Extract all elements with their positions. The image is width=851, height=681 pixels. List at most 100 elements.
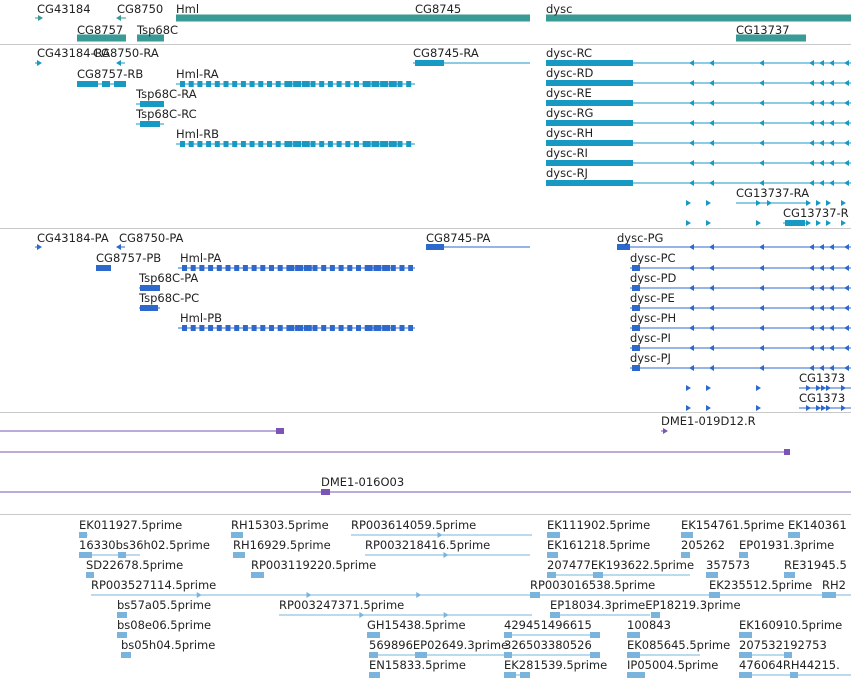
feature-label[interactable]: RP003247371.5prime [279,598,405,612]
est-feature[interactable] [739,672,851,678]
protein-feature[interactable] [686,385,851,391]
feature-label[interactable]: 429451496615 [504,618,592,632]
feature-label[interactable]: RP003614059.5prime [351,518,477,532]
gene-feature[interactable] [137,34,164,42]
feature-label[interactable]: Hml-RB [176,127,220,141]
protein-feature[interactable] [96,265,111,271]
feature-label[interactable]: dysc-PC [630,251,676,265]
protein-feature[interactable] [630,265,851,271]
feature-label[interactable]: Tsp68C-PC [139,291,200,305]
transcript-feature[interactable] [546,120,851,126]
feature-label[interactable]: dysc-RG [546,106,594,120]
protein-feature[interactable] [426,244,530,250]
gene-feature[interactable] [35,15,43,21]
feature-label[interactable]: dysc-PH [630,311,677,325]
feature-label[interactable]: dysc-RH [546,126,594,140]
est-feature[interactable] [365,552,530,558]
feature-label[interactable]: 326503380526 [504,638,592,652]
feature-label[interactable]: dysc-PE [630,291,675,305]
feature-label[interactable]: CG8745-RA [413,46,479,60]
feature-label[interactable]: RP003119220.5prime [251,558,377,572]
est-feature[interactable] [79,552,140,558]
feature-label[interactable]: EK111902.5prime [547,518,651,532]
est-feature[interactable] [369,672,380,678]
feature-label[interactable]: RH15303.5prime [231,518,329,532]
feature-label[interactable]: CG8757-PB [96,251,162,265]
feature-label[interactable]: CG43184-PA [37,231,109,245]
transcript-feature[interactable] [546,140,851,146]
feature-label[interactable]: 569896EP02649.3prime [369,638,509,652]
est-feature[interactable] [351,532,532,538]
feature-label[interactable]: CG8745-PA [426,231,491,245]
feature-label[interactable]: CG43184 [37,2,91,16]
feature-label[interactable]: bs57a05.5prime [117,598,212,612]
est-feature[interactable] [547,572,690,578]
feature-label[interactable]: DME1-016O03 [321,475,405,489]
feature-label[interactable]: RP003218416.5prime [365,538,491,552]
clone-feature[interactable] [0,489,851,495]
est-feature[interactable] [547,532,560,538]
protein-feature[interactable] [178,265,415,271]
protein-feature[interactable] [139,285,160,291]
feature-label[interactable]: RH16929.5prime [233,538,331,552]
protein-feature[interactable] [630,345,851,351]
transcript-feature[interactable] [35,60,42,66]
feature-label[interactable]: dysc-PG [617,231,664,245]
protein-feature[interactable] [630,325,851,331]
est-feature[interactable] [627,672,645,678]
feature-label[interactable]: Hml [176,2,200,16]
feature-label[interactable]: CG13737-R [783,206,849,220]
feature-label[interactable]: dysc [546,2,573,16]
feature-label[interactable]: EK011927.5prime [79,518,183,532]
est-feature[interactable] [369,652,515,658]
est-feature[interactable] [251,572,264,578]
est-feature[interactable] [530,592,851,598]
feature-label[interactable]: CG1373 [799,391,846,405]
feature-label[interactable]: SD22678.5prime [86,558,184,572]
transcript-feature[interactable] [136,101,164,107]
feature-label[interactable]: bs08e06.5prime [117,618,212,632]
feature-label[interactable]: RH2 [822,578,846,592]
feature-label[interactable]: EK160910.5prime [739,618,843,632]
feature-label[interactable]: dysc-RI [546,146,588,160]
est-feature[interactable] [279,612,532,618]
est-feature[interactable] [504,652,600,658]
feature-label[interactable]: RP003527114.5prime [91,578,217,592]
transcript-feature[interactable] [413,60,530,66]
protein-feature[interactable] [116,244,125,250]
est-feature[interactable] [822,592,836,598]
protein-feature[interactable] [617,244,851,250]
est-feature[interactable] [233,552,245,558]
feature-label[interactable]: Hml-RA [176,67,219,81]
feature-label[interactable]: Tsp68C-RC [136,107,197,121]
transcript-feature[interactable] [686,200,846,206]
est-feature[interactable] [681,532,693,538]
gene-feature[interactable] [176,14,415,22]
est-feature[interactable] [547,552,558,558]
feature-label[interactable]: EK140361 [788,518,847,532]
est-feature[interactable] [739,632,752,638]
feature-label[interactable]: CG8757-RB [77,67,144,81]
transcript-feature[interactable] [546,100,851,106]
feature-label[interactable]: CG8750-RA [93,46,159,60]
feature-label[interactable]: Hml-PA [180,251,222,265]
transcript-feature[interactable] [546,80,851,86]
feature-label[interactable]: 100843 [627,618,671,632]
feature-label[interactable]: dysc-RD [546,66,594,80]
feature-label[interactable]: EK281539.5prime [504,658,608,672]
est-feature[interactable] [367,632,380,638]
protein-feature[interactable] [178,325,415,331]
feature-label[interactable]: 357573 [706,558,750,572]
transcript-feature[interactable] [176,141,415,147]
feature-label[interactable]: dysc-PD [630,271,677,285]
est-feature[interactable] [231,532,243,538]
feature-label[interactable]: Tsp68C [137,23,179,37]
gene-feature[interactable] [546,14,851,22]
est-feature[interactable] [784,572,795,578]
feature-label[interactable]: CG8757 [77,23,124,37]
protein-feature[interactable] [686,405,851,411]
est-feature[interactable] [117,632,127,638]
transcript-feature[interactable] [546,180,851,186]
feature-label[interactable]: EK161218.5prime [547,538,651,552]
protein-feature[interactable] [630,305,851,311]
